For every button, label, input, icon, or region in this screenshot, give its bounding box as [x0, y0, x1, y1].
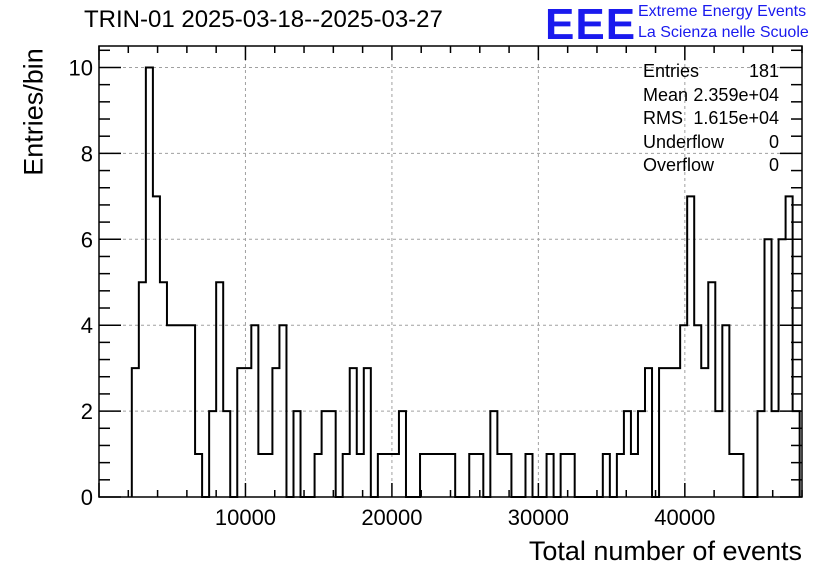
histogram-bin: [153, 196, 160, 497]
histogram-bin: [293, 411, 300, 497]
histogram-bin: [757, 411, 764, 497]
histogram-bin: [617, 454, 624, 497]
histogram-bin: [673, 368, 680, 497]
stats-rms-value: 1.615e+04: [693, 108, 779, 128]
histogram-bin: [265, 454, 272, 497]
histogram-bin: [765, 239, 772, 497]
histogram-bin: [448, 454, 455, 497]
histogram-bin: [216, 282, 223, 497]
histogram-bin: [315, 454, 322, 497]
histogram-bin: [490, 411, 497, 497]
x-tick-label: 10000: [215, 505, 276, 530]
histogram-bin: [497, 454, 504, 497]
stats-rms: RMS 1.615e+04: [643, 107, 779, 131]
y-tick-label: 10: [69, 55, 93, 80]
y-tick-label: 4: [81, 313, 93, 338]
stats-entries-label: Entries: [643, 61, 700, 81]
stats-underflow: Underflow 0: [643, 131, 779, 155]
histogram-bin: [715, 411, 722, 497]
stats-overflow-value: 0: [768, 155, 779, 175]
histogram-bin: [132, 368, 139, 497]
histogram-bin: [568, 454, 575, 497]
histogram-bin: [547, 454, 554, 497]
x-tick-label: 30000: [508, 505, 569, 530]
histogram-bin: [364, 368, 371, 497]
histogram-bin: [786, 196, 793, 497]
histogram-bin: [329, 411, 336, 497]
x-tick-label: 20000: [361, 505, 422, 530]
histogram-bin: [603, 454, 610, 497]
stats-underflow-value: 0: [768, 131, 779, 152]
histogram-bin: [146, 67, 153, 497]
histogram-bin: [736, 454, 743, 497]
histogram-bin: [434, 454, 441, 497]
histogram-bin: [666, 368, 673, 497]
logo-line-2: La Scienza nelle Scuole: [638, 24, 809, 41]
eee-logo: EEE: [545, 0, 637, 49]
histogram-bin: [561, 454, 568, 497]
stats-entries-value: 181: [748, 61, 779, 81]
y-axis-title: Entries/bin: [18, 48, 49, 176]
histogram-bin: [708, 282, 715, 497]
stats-mean-value: 2.359e+04: [693, 84, 779, 105]
histogram-bin: [701, 368, 708, 497]
chart-title: TRIN-01 2025-03-18--2025-03-27: [84, 6, 443, 33]
histogram-bin: [350, 368, 357, 497]
histogram-bin: [195, 454, 202, 497]
y-tick-label: 2: [81, 399, 93, 424]
y-tick-label: 6: [81, 227, 93, 252]
y-tick-label: 0: [81, 485, 93, 510]
histogram-bin: [441, 454, 448, 497]
histogram-bin: [343, 454, 350, 497]
histogram-bin: [469, 454, 476, 497]
histogram-bin: [525, 454, 532, 497]
histogram-bin: [378, 454, 385, 497]
histogram-bin: [258, 454, 265, 497]
histogram-bin: [645, 368, 652, 497]
logo-line-1: Extreme Energy Events: [638, 3, 807, 20]
histogram-bin: [779, 239, 786, 497]
histogram-bin: [272, 368, 279, 497]
histogram-bin: [772, 411, 779, 497]
stats-mean: Mean 2.359e+04: [643, 84, 779, 108]
histogram-bin: [624, 411, 631, 497]
x-axis-title: Total number of events: [528, 536, 802, 566]
histogram-bin: [223, 411, 230, 497]
stats-underflow-label: Underflow: [643, 131, 725, 152]
stats-mean-label: Mean: [643, 84, 689, 105]
x-tick-label: 40000: [654, 505, 715, 530]
stats-overflow: Overflow 0: [643, 154, 779, 178]
stats-rms-label: RMS: [643, 108, 683, 128]
histogram-bin: [504, 454, 511, 497]
histogram-bin: [160, 282, 167, 497]
stats-entries: Entries 181: [643, 60, 779, 84]
histogram-bin: [209, 411, 216, 497]
histogram-outline: [130, 66, 801, 498]
histogram-bin: [687, 196, 694, 497]
histogram-bin: [237, 368, 244, 497]
histogram-bin: [427, 454, 434, 497]
stats-overflow-label: Overflow: [643, 155, 715, 175]
y-tick-label: 8: [81, 141, 93, 166]
histogram-bin: [139, 282, 146, 497]
histogram-bin: [631, 454, 638, 497]
histogram-bin: [385, 454, 392, 497]
histogram-bin: [659, 368, 666, 497]
histogram-bin: [638, 411, 645, 497]
histogram-bin: [392, 454, 399, 497]
stats-box: Entries 181 Mean 2.359e+04 RMS 1.615e+04…: [643, 60, 779, 178]
histogram-bin: [399, 411, 406, 497]
histogram-bin: [322, 411, 329, 497]
histogram-bin: [793, 411, 800, 497]
histogram-bin: [729, 454, 736, 497]
